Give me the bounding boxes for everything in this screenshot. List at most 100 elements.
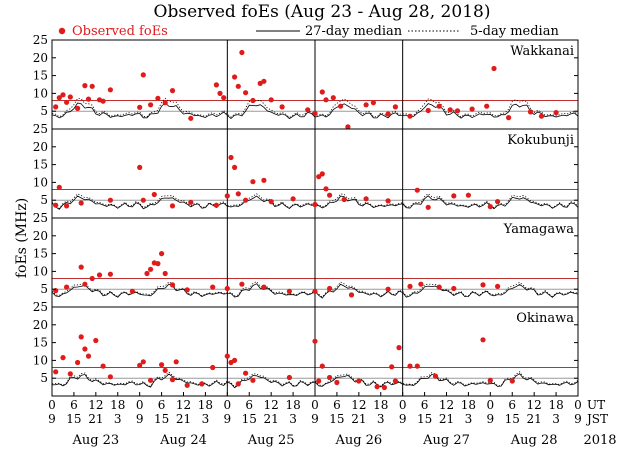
- observed-point: [407, 283, 413, 289]
- observed-point: [151, 191, 157, 198]
- observed-point: [169, 282, 176, 288]
- date-label: Aug 27: [422, 433, 470, 448]
- observed-point: [85, 353, 92, 359]
- jst-tick-label: 3: [202, 412, 210, 426]
- date-label: Aug 23: [71, 433, 119, 448]
- observed-point: [327, 285, 333, 292]
- jst-tick-label: 21: [88, 412, 103, 426]
- ut-tick-label: 18: [548, 398, 563, 412]
- observed-point: [56, 95, 62, 101]
- observed-point: [414, 363, 420, 369]
- ut-tick-label: 6: [333, 398, 341, 412]
- observed-point: [213, 202, 219, 208]
- observed-point: [407, 113, 413, 119]
- observed-point: [385, 198, 391, 204]
- y-tick-label: 15: [33, 247, 48, 261]
- y-tick-label: 25: [33, 300, 48, 314]
- observed-point: [261, 284, 267, 290]
- ut-tick-label: 6: [158, 398, 166, 412]
- observed-point: [162, 270, 168, 277]
- observed-point: [173, 359, 179, 365]
- y-tick-label: 5: [40, 371, 48, 385]
- ut-tick-label: 18: [285, 398, 300, 412]
- observed-point: [210, 284, 216, 290]
- jst-tick-label: 9: [487, 412, 495, 426]
- observed-point: [107, 374, 113, 380]
- observed-point: [316, 378, 322, 384]
- y-tick-label: 5: [40, 104, 48, 118]
- median5-curve: [51, 97, 579, 119]
- ut-tick-label: 12: [176, 398, 191, 412]
- ut-tick-label: 18: [373, 398, 388, 412]
- observed-point: [159, 251, 165, 257]
- observed-point: [144, 270, 150, 277]
- observed-point: [224, 285, 230, 292]
- observed-point: [235, 381, 241, 387]
- jst-tick-label: 9: [311, 412, 319, 426]
- observed-point: [334, 379, 340, 386]
- observed-point: [221, 95, 227, 101]
- ut-tick-label: 0: [311, 398, 319, 412]
- y-tick-label: 15: [33, 69, 48, 83]
- ut-tick-label: 0: [48, 398, 56, 412]
- panel-kokubunji: 5 10 15 20 25 Kokubunji: [33, 122, 579, 219]
- observed-point: [261, 78, 267, 84]
- observed-point: [148, 266, 154, 272]
- legend-observed-label: Observed foEs: [72, 24, 168, 39]
- ut-tick-label: 12: [527, 398, 542, 412]
- observed-point: [341, 196, 347, 203]
- observed-point: [319, 89, 325, 95]
- year-label: 2018: [583, 433, 616, 448]
- observed-point: [286, 288, 292, 294]
- observed-point: [327, 192, 333, 198]
- observed-point: [447, 107, 453, 113]
- observed-point: [64, 203, 70, 209]
- jst-tick-label: 21: [527, 412, 542, 426]
- observed-point: [232, 74, 238, 80]
- y-tick-label: 5: [40, 193, 48, 207]
- observed-point: [162, 100, 168, 106]
- jst-tick-label: 9: [48, 412, 56, 426]
- observed-point: [239, 281, 245, 287]
- observed-point: [78, 264, 84, 270]
- observed-point: [53, 202, 59, 208]
- y-tick-label: 15: [33, 158, 48, 172]
- observed-point: [451, 285, 457, 292]
- observed-point: [67, 371, 73, 377]
- observed-point: [213, 82, 219, 88]
- observed-point: [480, 337, 486, 343]
- panel-yamagawa: 5 10 15 20 25 Yamagawa: [33, 211, 579, 308]
- jst-tick-label: 21: [351, 412, 366, 426]
- y-tick-label: 15: [33, 336, 48, 350]
- observed-point: [188, 199, 194, 205]
- observed-point: [232, 164, 238, 170]
- ut-tick-label: 0: [574, 398, 582, 412]
- station-name: Kokubunji: [507, 133, 574, 148]
- observed-point: [75, 359, 81, 366]
- observed-point: [469, 106, 475, 112]
- y-tick-label: 20: [33, 318, 48, 332]
- observed-point: [53, 369, 59, 375]
- observed-point: [235, 83, 241, 89]
- observed-point: [250, 179, 256, 185]
- observed-point: [89, 83, 95, 89]
- y-tick-label: 5: [40, 282, 48, 296]
- observed-point: [356, 378, 362, 384]
- observed-point: [243, 90, 249, 96]
- observed-point: [312, 110, 318, 116]
- ut-tick-label: 0: [487, 398, 495, 412]
- observed-point: [436, 103, 442, 109]
- median27-curve: [51, 102, 579, 120]
- observed-point: [454, 108, 461, 114]
- observed-point: [60, 355, 66, 361]
- observed-point: [155, 261, 161, 267]
- observed-point: [75, 105, 81, 111]
- observed-point: [319, 363, 325, 369]
- observed-point: [184, 287, 190, 293]
- median5-curve: [51, 371, 579, 388]
- ut-tick-label: 18: [110, 398, 125, 412]
- observed-point: [370, 100, 376, 106]
- jst-tick-label: 21: [176, 412, 191, 426]
- observed-point: [305, 107, 311, 113]
- jst-tick-label: 15: [242, 412, 257, 426]
